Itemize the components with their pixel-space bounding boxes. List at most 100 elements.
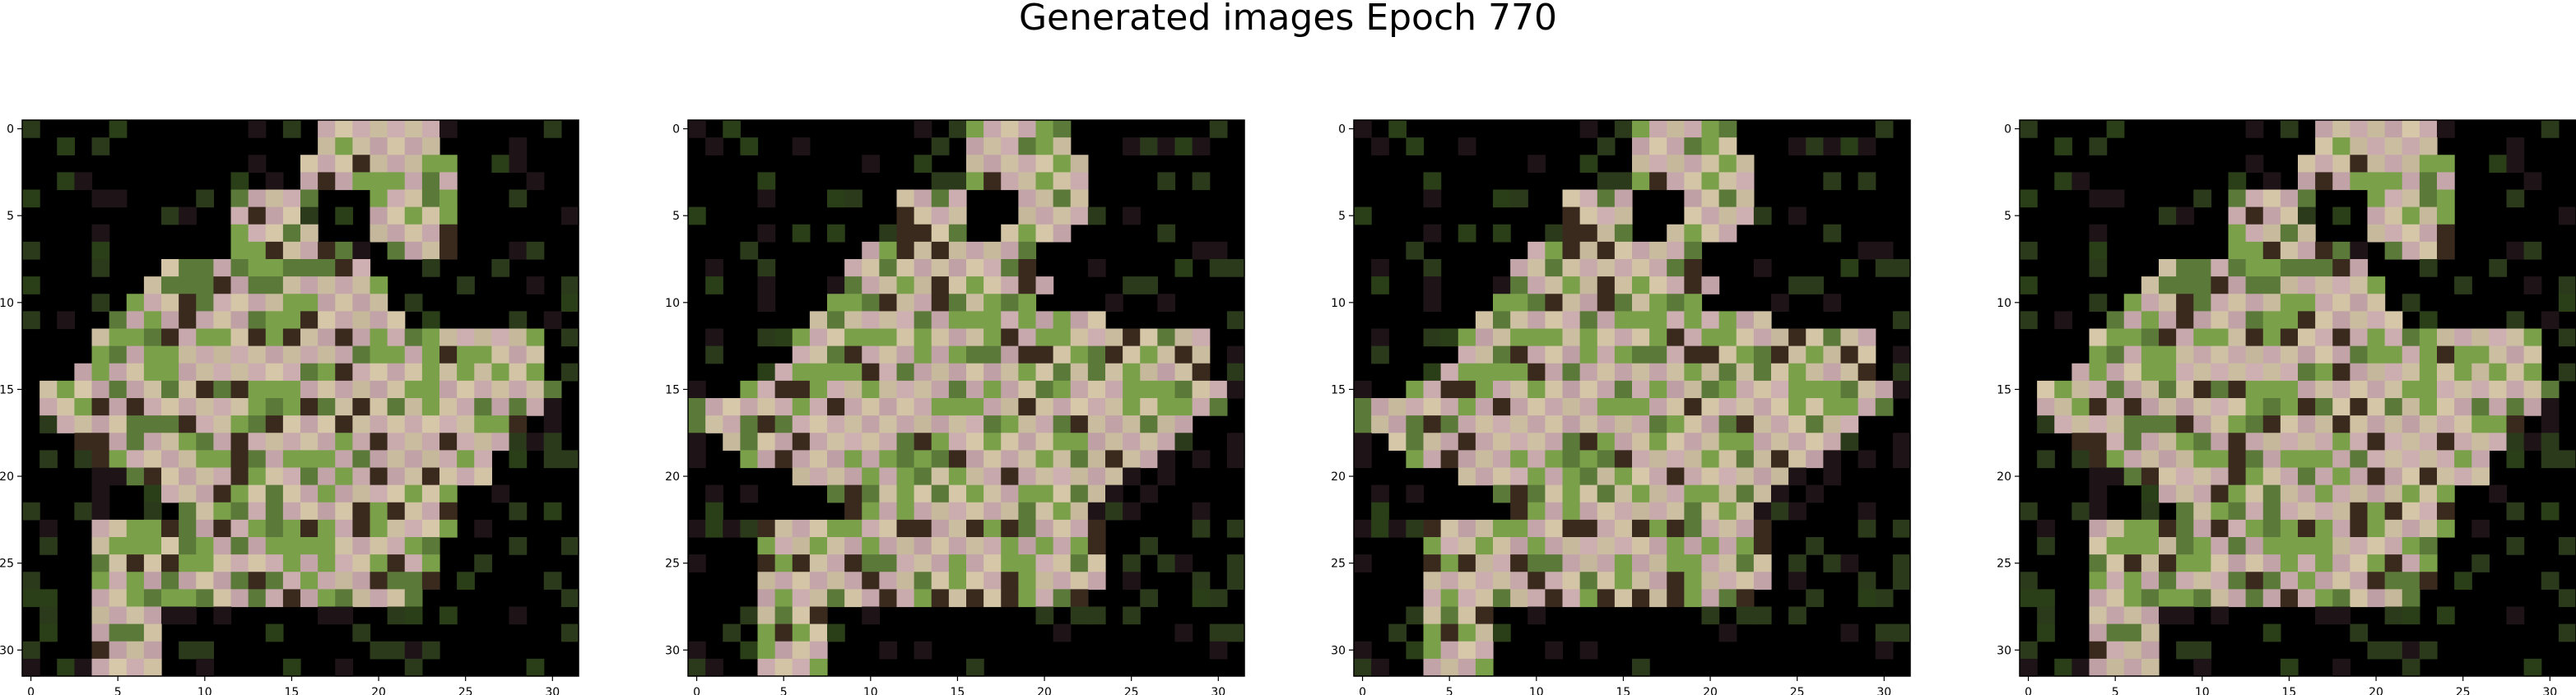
pixel [2350,484,2369,503]
pixel [2298,276,2316,294]
pixel [2402,137,2420,155]
pixel [1579,155,1598,173]
pixel [2211,572,2230,590]
pixel [983,120,1002,138]
pixel [421,433,440,451]
pixel [1475,467,1494,486]
pixel [2489,433,2508,451]
pixel [1806,276,1824,294]
pixel [560,206,579,225]
pixel [1493,294,1511,312]
pixel [948,467,967,486]
pixel [2176,537,2194,555]
pixel [1053,572,1072,590]
pixel [2332,502,2350,521]
pixel [91,606,110,625]
pixel [688,554,706,572]
pixel [2176,259,2194,277]
pixel [474,433,492,451]
pixel [2367,276,2386,294]
pixel [740,606,759,625]
x-tick: 5 [780,676,788,695]
x-tick: 15 [1616,676,1630,695]
pixel [2280,345,2299,364]
pixel [2176,467,2194,486]
pixel [914,206,932,225]
pixel [387,554,406,572]
pixel [91,241,110,260]
pixel [2367,189,2386,208]
pixel [2123,328,2142,347]
pixel [179,206,197,225]
pixel [1001,502,1019,521]
pixel [1174,328,1193,347]
pixel [983,484,1002,503]
pixel [1718,554,1737,572]
pixel [265,311,284,330]
pixel [1105,450,1123,469]
pixel [862,502,880,521]
pixel [474,328,492,347]
pixel [2106,572,2125,590]
pixel [1788,450,1806,469]
pixel [543,415,562,433]
pixel [1718,484,1737,503]
pixel [1123,572,1141,590]
pixel [1823,224,1842,243]
pixel [792,572,811,590]
pixel [1875,623,1894,642]
pixel [370,363,388,382]
pixel [1788,467,1806,486]
pixel [282,259,301,277]
pixel [2402,502,2420,521]
y-tick: 0 [7,123,22,137]
pixel [370,484,388,503]
pixel [2419,120,2438,138]
pixel [1597,537,1616,555]
pixel [1614,328,1633,347]
pixel [1736,606,1755,625]
pixel [966,380,984,399]
pixel [370,415,388,433]
pixel [2506,189,2525,208]
pixel [2298,537,2316,555]
pixel [404,554,423,572]
pixel [1018,294,1037,312]
pixel [2454,276,2472,294]
x-tick: 30 [1211,676,1225,695]
pixel [2159,345,2177,364]
pixel [983,172,1002,191]
pixel [1226,345,1245,364]
pixel [879,363,898,382]
pixel [1157,467,1176,486]
y-tick: 5 [7,210,22,223]
pixel [196,328,214,347]
pixel [1354,433,1372,451]
pixel [1771,345,1789,364]
pixel [1788,328,1806,347]
pixel [2419,433,2438,451]
pixel [57,137,75,155]
pixel [1667,294,1685,312]
pixel [161,206,179,225]
pixel [1649,537,1667,555]
pixel [1458,137,1476,155]
pixel [370,537,388,555]
pixel [757,572,776,590]
y-tick: 10 [0,297,22,310]
pixel [300,206,319,225]
pixel [2419,328,2438,347]
pixel [248,155,267,173]
pixel [2332,294,2350,312]
pixel [161,433,179,451]
pixel [352,415,371,433]
pixel [1597,137,1616,155]
pixel [948,276,967,294]
pixel [2315,328,2333,347]
pixel [265,554,284,572]
pixel [1440,554,1459,572]
pixel [1579,345,1598,364]
pixel [404,294,423,312]
pixel [404,415,423,433]
pixel [196,641,214,660]
